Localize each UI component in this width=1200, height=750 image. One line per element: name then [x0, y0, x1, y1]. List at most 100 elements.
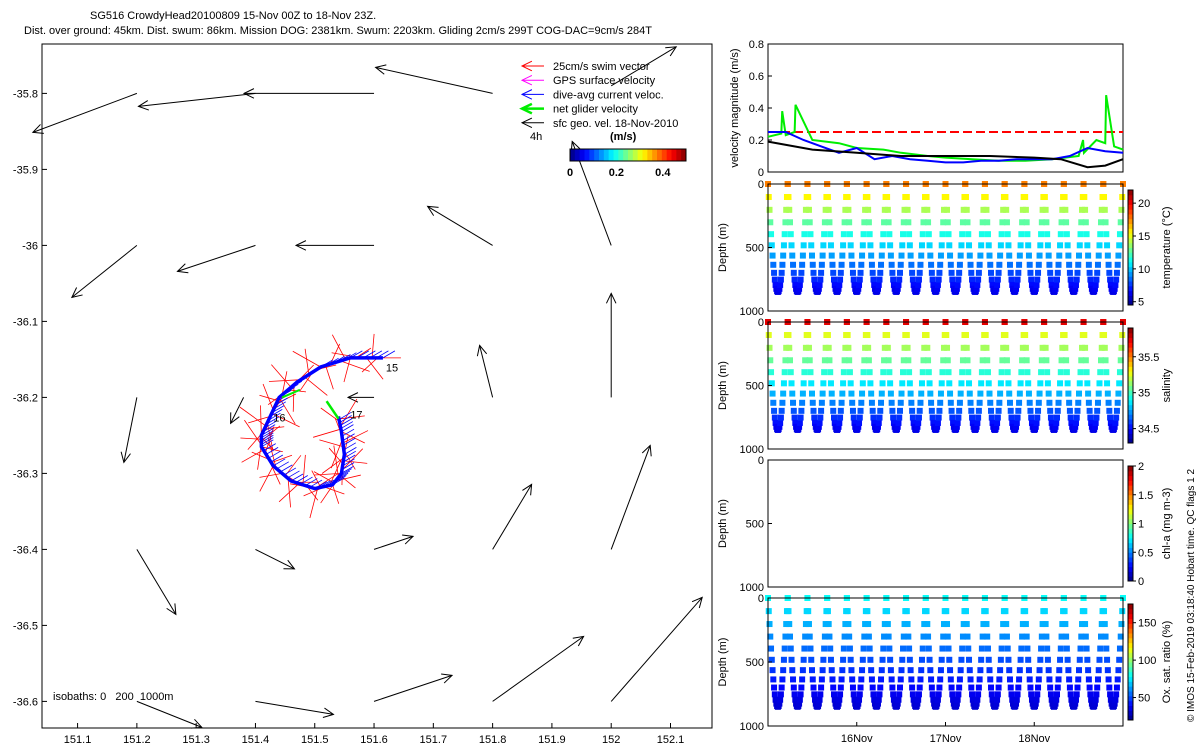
day-label: 17: [350, 410, 362, 422]
data-point: [1019, 357, 1026, 364]
data-point: [802, 219, 809, 226]
data-point: [888, 676, 895, 683]
data-point: [916, 269, 923, 276]
data-point: [908, 261, 915, 268]
data-point: [1058, 219, 1065, 226]
data-point: [822, 344, 829, 351]
data-point: [979, 219, 986, 226]
data-point: [839, 667, 846, 674]
data-point: [840, 369, 847, 376]
data-point: [845, 621, 852, 628]
data-point: [939, 645, 946, 652]
net-glider-velocity: [325, 400, 340, 420]
data-point: [844, 332, 851, 339]
section-ytick-label: 500: [746, 657, 764, 669]
data-point: [955, 691, 962, 698]
data-point: [950, 281, 957, 288]
colorbar-segment: [1128, 356, 1133, 363]
data-point: [963, 206, 970, 213]
data-point: [959, 633, 966, 640]
data-point: [982, 332, 989, 339]
data-point: [936, 684, 943, 691]
data-point: [1082, 219, 1089, 226]
map-ytick-label: -36.1: [13, 316, 38, 328]
swim-vector: [340, 398, 358, 427]
legend-arrow: [520, 74, 544, 86]
data-point: [909, 276, 916, 283]
data-point: [1047, 414, 1054, 421]
data-point: [816, 419, 823, 426]
data-point: [955, 414, 962, 421]
dive-avg-current-vector: [338, 412, 352, 420]
data-point: [845, 344, 852, 351]
legend-arrow-head: [520, 74, 533, 86]
colorbar-segment: [1128, 557, 1133, 563]
geo-velocity-arrow: [610, 444, 652, 550]
map-xtick-label: 152: [602, 734, 620, 746]
data-point: [1118, 344, 1125, 351]
geo-velocity-arrow: [294, 240, 375, 251]
data-point: [1112, 696, 1119, 703]
data-point: [1025, 242, 1032, 249]
map-xtick-label: 151.8: [479, 734, 507, 746]
velocity-ytick-label: 0.4: [749, 103, 764, 115]
data-point: [783, 206, 790, 213]
data-point: [787, 231, 794, 238]
data-point: [865, 633, 872, 640]
data-point: [840, 242, 847, 249]
data-point: [1105, 676, 1112, 683]
swim-vector: [330, 439, 343, 469]
data-point: [1084, 656, 1091, 663]
data-point: [953, 285, 960, 292]
data-point: [1025, 380, 1032, 387]
data-point: [1019, 206, 1026, 213]
swim-vector: [341, 431, 365, 444]
swim-vector: [262, 383, 274, 411]
colorbar-segment: [1128, 700, 1133, 706]
data-point: [844, 608, 851, 615]
data-point: [1064, 656, 1071, 663]
data-point: [1098, 344, 1105, 351]
data-point: [998, 231, 1005, 238]
data-point: [1068, 419, 1075, 426]
data-point: [1088, 281, 1095, 288]
data-point: [1007, 407, 1014, 414]
data-point: [948, 269, 955, 276]
data-point: [1092, 419, 1099, 426]
data-point: [858, 261, 865, 268]
data-point: [884, 332, 891, 339]
data-point: [791, 691, 798, 698]
data-point: [827, 645, 834, 652]
data-point: [996, 399, 1003, 406]
data-point: [1042, 621, 1049, 628]
swim-vector: [341, 448, 364, 471]
data-point: [946, 242, 953, 249]
section-ylabel: Depth (m): [717, 223, 729, 272]
data-point: [790, 261, 797, 268]
colorbar-tick-label: 2: [1138, 461, 1144, 473]
swim-vector: [338, 415, 365, 420]
data-point: [1037, 242, 1044, 249]
data-point: [946, 656, 953, 663]
data-point: [1086, 269, 1093, 276]
data-point: [1015, 269, 1022, 276]
data-point: [790, 269, 797, 276]
data-point: [988, 269, 995, 276]
data-point: [859, 390, 866, 397]
colorbar-segment: [1128, 300, 1133, 306]
data-point: [1076, 667, 1083, 674]
data-point: [861, 633, 868, 640]
dive-avg-current-vector: [340, 421, 354, 429]
data-point: [994, 419, 1001, 426]
colorbar-segment: [1128, 290, 1133, 296]
colorbar-segment: [1128, 647, 1133, 653]
data-point: [881, 621, 888, 628]
section-ytick-label: 1000: [740, 582, 764, 594]
data-point: [1013, 281, 1020, 288]
data-point: [829, 261, 836, 268]
data-point: [1041, 332, 1048, 339]
geo-velocity-arrow: [31, 92, 138, 134]
swim-vector: [278, 483, 300, 503]
data-point: [1116, 645, 1123, 652]
